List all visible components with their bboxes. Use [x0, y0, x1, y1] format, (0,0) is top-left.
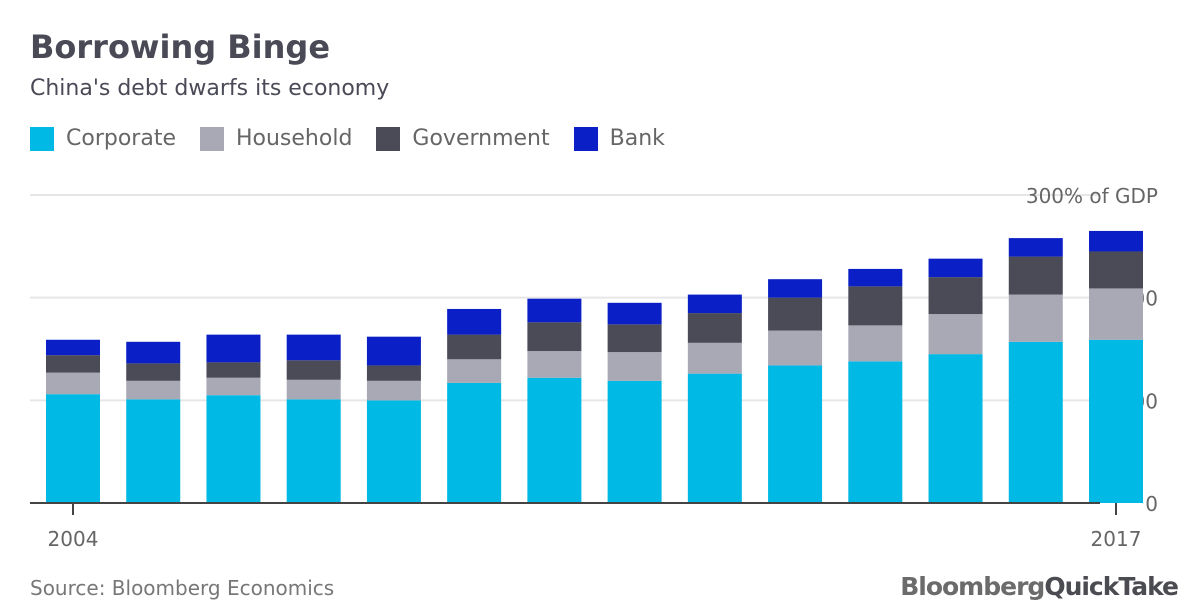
bar-bank-2009: [447, 308, 502, 335]
chart-subtitle: China's debt dwarfs its economy: [30, 76, 390, 101]
bar-government-2011: [607, 324, 662, 353]
bar-government-2012: [687, 313, 742, 343]
bar-government-2017: [1089, 251, 1143, 289]
bar-corporate-2010: [527, 377, 582, 503]
bar-corporate-2013: [768, 365, 823, 503]
bar-government-2009: [447, 334, 502, 360]
bar-government-2008: [366, 365, 421, 381]
bar-corporate-2004: [46, 394, 100, 503]
bar-government-2014: [848, 286, 903, 326]
y-tick-label-300: 300% of GDP: [1026, 184, 1158, 208]
bar-government-2016: [1008, 256, 1063, 295]
x-tick-label-2017: 2017: [1091, 527, 1142, 551]
bar-household-2009: [447, 359, 502, 383]
bar-corporate-2008: [366, 400, 421, 503]
brand-logo: BloombergQuickTake: [900, 572, 1179, 601]
bar-household-2010: [527, 351, 582, 378]
bar-bank-2014: [848, 268, 903, 287]
bar-government-2005: [126, 363, 181, 381]
bar-bank-2013: [768, 279, 823, 298]
bar-bank-2008: [366, 336, 421, 366]
bar-government-2006: [206, 362, 261, 378]
bar-corporate-2012: [687, 373, 742, 503]
bar-household-2004: [46, 372, 100, 395]
bar-bank-2006: [206, 334, 261, 363]
bar-bank-2016: [1008, 238, 1063, 257]
chart-title: Borrowing Binge: [30, 28, 331, 66]
bar-household-2017: [1089, 288, 1143, 340]
bar-government-2013: [768, 297, 823, 331]
legend-item-bank: Bank: [573, 126, 665, 151]
bar-government-2004: [46, 355, 100, 373]
bar-household-2013: [768, 330, 823, 366]
bar-bank-2005: [126, 341, 181, 364]
bar-bank-2012: [687, 294, 742, 314]
legend: Corporate Household Government Bank: [30, 126, 689, 151]
bar-government-2010: [527, 322, 582, 352]
legend-swatch-government: [376, 126, 401, 151]
bar-corporate-2005: [126, 399, 181, 503]
bar-household-2015: [928, 314, 983, 355]
bar-corporate-2014: [848, 361, 903, 503]
legend-label-bank: Bank: [609, 126, 665, 151]
legend-label-government: Government: [412, 126, 550, 151]
bar-bank-2007: [286, 334, 341, 361]
legend-label-household: Household: [235, 126, 353, 151]
bar-corporate-2007: [286, 399, 341, 503]
bar-household-2007: [286, 379, 341, 400]
bar-bank-2004: [46, 339, 100, 356]
bar-bank-2015: [928, 258, 983, 278]
bar-household-2016: [1008, 294, 1063, 342]
bar-household-2014: [848, 325, 903, 362]
bar-corporate-2009: [447, 382, 502, 503]
bar-bank-2011: [607, 302, 662, 325]
bar-corporate-2017: [1089, 339, 1143, 503]
x-tick-label-2004: 2004: [48, 527, 99, 551]
legend-swatch-corporate: [30, 126, 54, 151]
source-note: Source: Bloomberg Economics: [30, 576, 335, 600]
y-tick-label-0: 0: [1145, 492, 1158, 516]
legend-swatch-household: [199, 126, 224, 151]
bar-household-2008: [366, 380, 421, 401]
bar-corporate-2015: [928, 354, 983, 503]
bar-corporate-2011: [607, 380, 662, 503]
legend-item-corporate: Corporate: [30, 126, 176, 151]
bar-household-2012: [687, 342, 742, 374]
legend-item-government: Government: [376, 126, 550, 151]
bar-government-2007: [286, 360, 341, 380]
legend-label-corporate: Corporate: [66, 126, 176, 151]
legend-item-household: Household: [199, 126, 353, 151]
bar-bank-2010: [527, 298, 582, 323]
bar-bank-2017: [1089, 230, 1143, 252]
legend-swatch-bank: [573, 126, 598, 151]
bar-household-2005: [126, 380, 181, 400]
bar-household-2011: [607, 352, 662, 381]
bar-government-2015: [928, 277, 983, 315]
bar-household-2006: [206, 377, 261, 396]
bar-corporate-2006: [206, 395, 261, 503]
bar-corporate-2016: [1008, 341, 1063, 503]
